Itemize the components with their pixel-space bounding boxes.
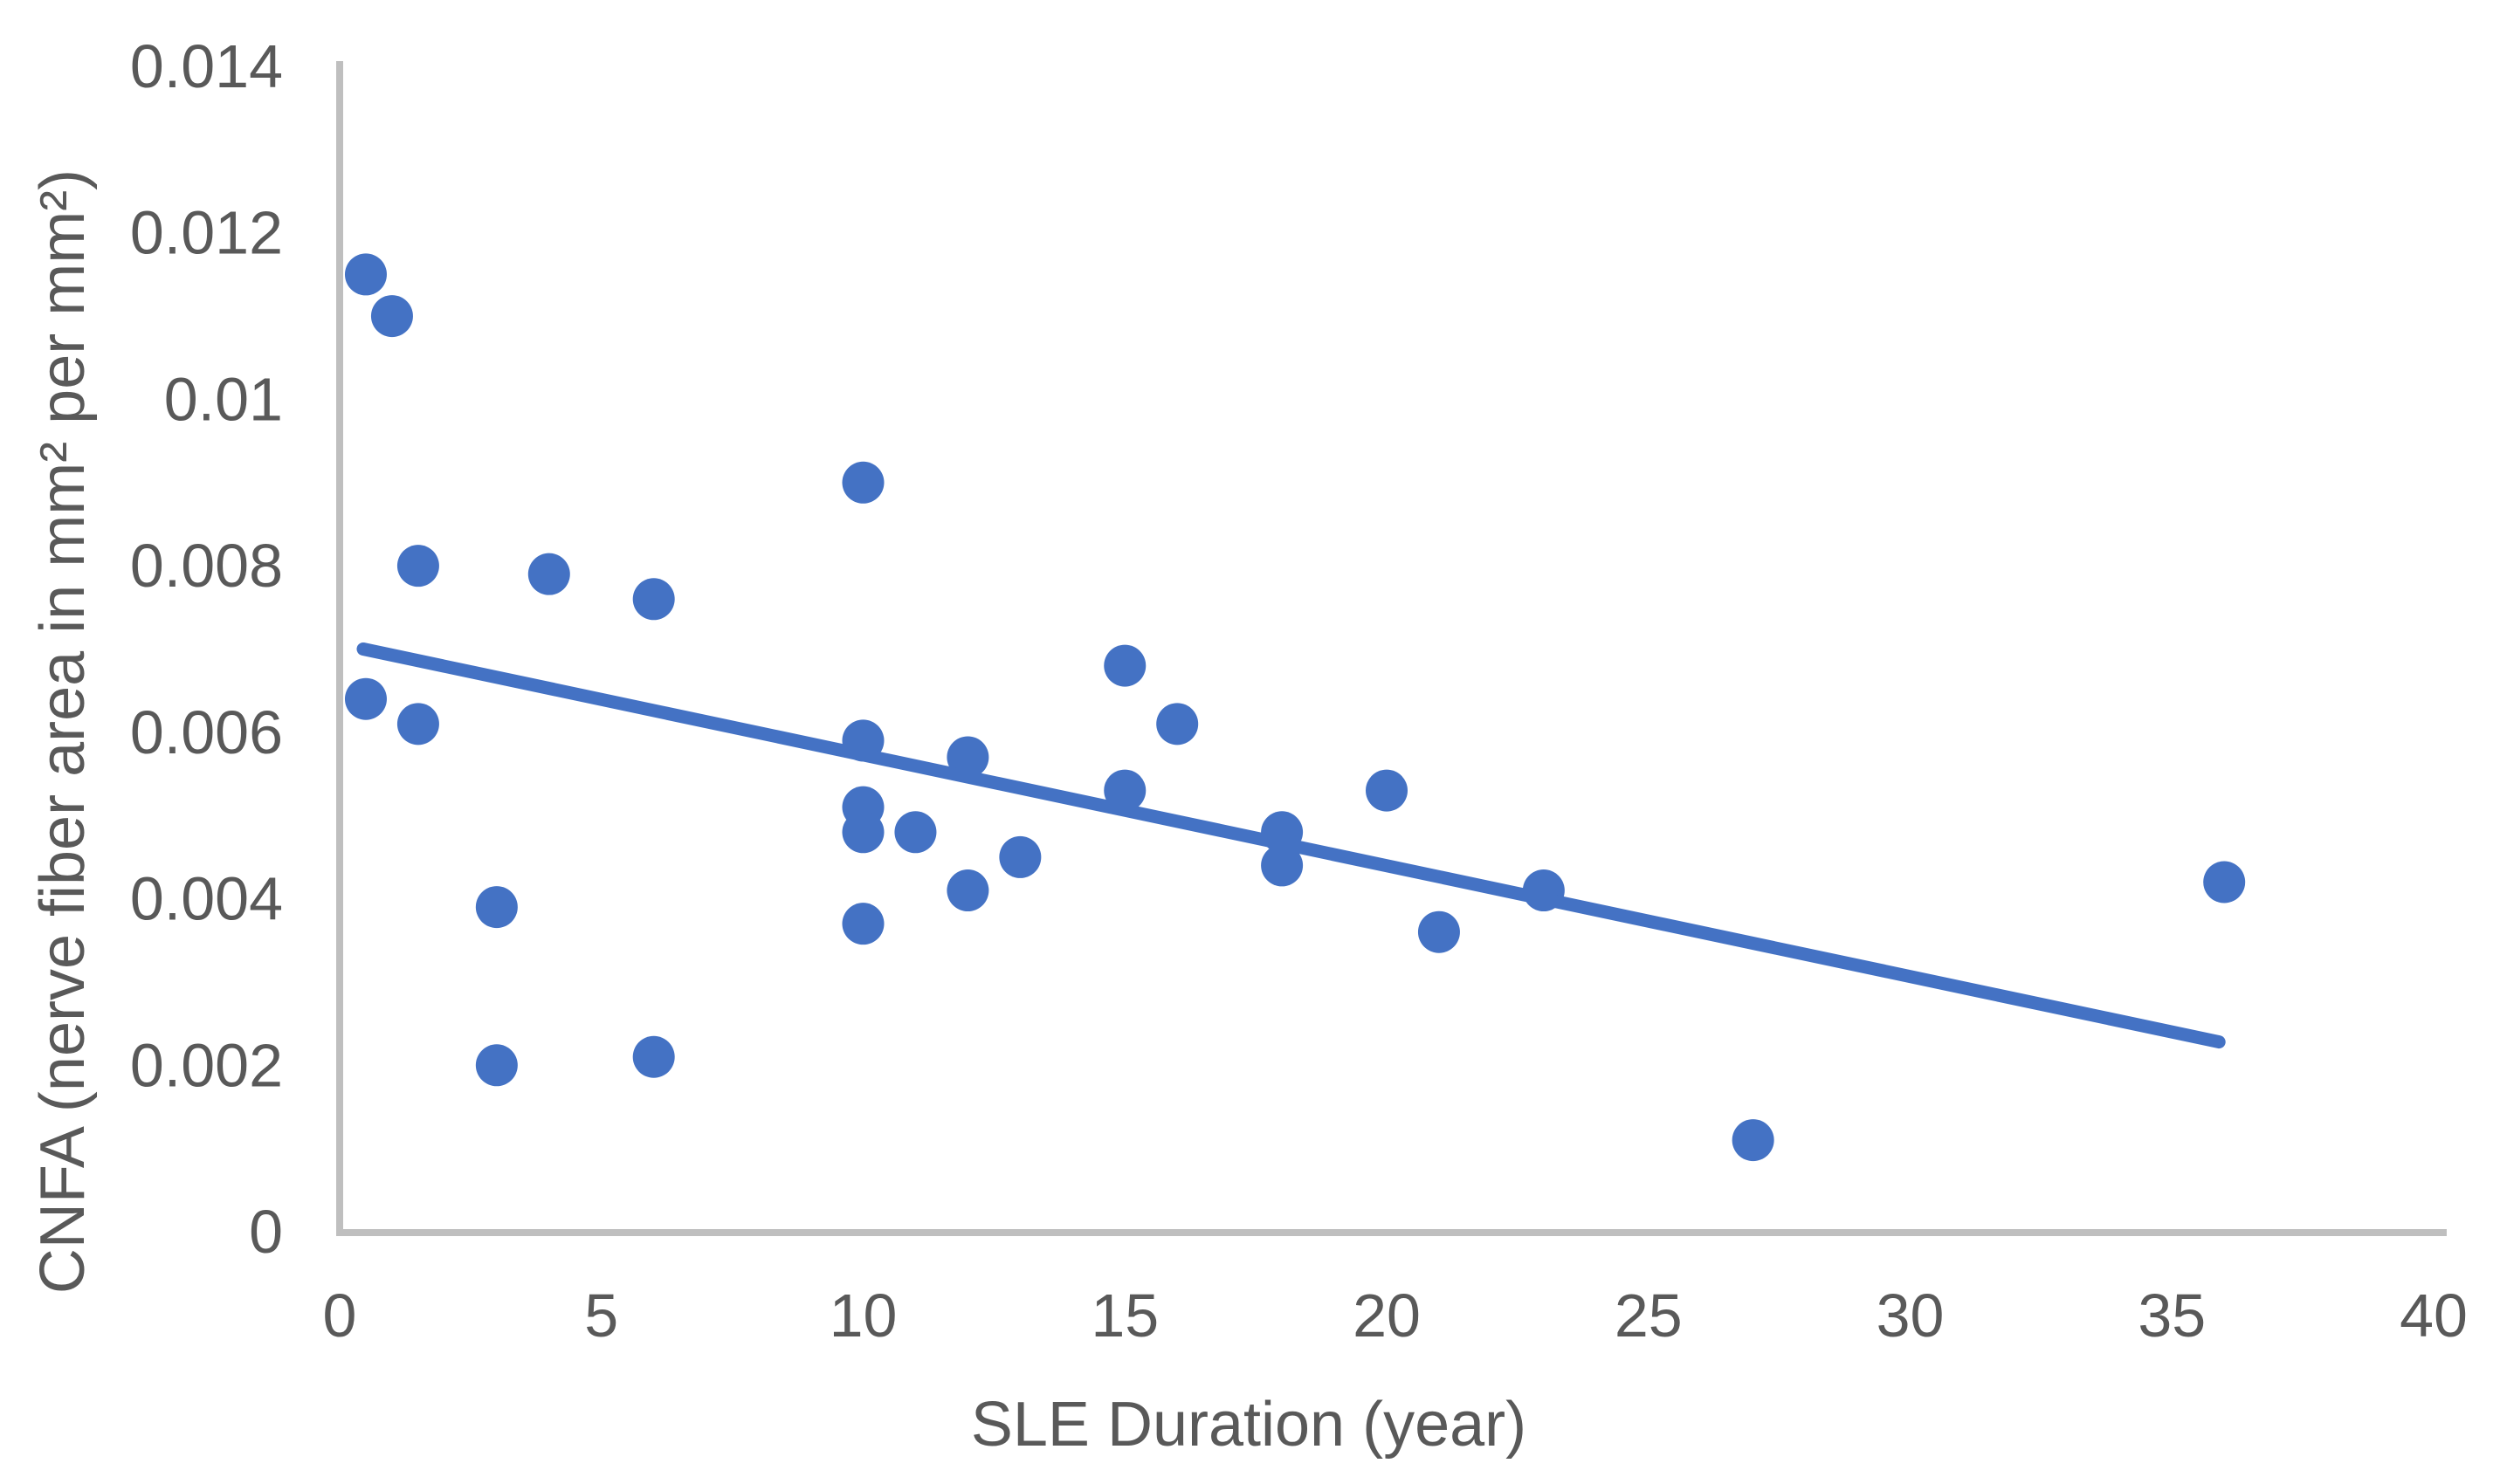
y-tick-label: 0.006	[130, 698, 283, 766]
x-tick-label: 40	[2400, 1281, 2468, 1350]
y-tick-label: 0.01	[164, 365, 283, 433]
data-point	[1732, 1119, 1774, 1162]
data-point	[1417, 910, 1460, 953]
x-axis-tick-labels: 0 5 10 15 20 25 30 35 40	[323, 1281, 2468, 1350]
data-point	[842, 811, 885, 854]
data-point	[894, 811, 937, 854]
y-axis-tick-labels: 0 0.002 0.004 0.006 0.008 0.01 0.012 0.014	[130, 32, 283, 1266]
data-point	[1261, 844, 1304, 887]
x-tick-label: 0	[323, 1281, 357, 1350]
y-axis-title: CNFA (nerve fiber area in mm² per mm²)	[28, 169, 98, 1294]
data-point	[947, 736, 989, 779]
data-point	[1104, 769, 1147, 812]
x-tick-label: 15	[1091, 1281, 1159, 1350]
y-tick-label: 0.012	[130, 199, 283, 267]
data-point	[1156, 703, 1199, 745]
data-point	[344, 677, 387, 720]
data-point	[344, 253, 387, 296]
x-tick-label: 25	[1615, 1281, 1683, 1350]
data-point	[527, 553, 570, 595]
y-tick-label: 0.008	[130, 532, 283, 600]
data-point	[1366, 769, 1408, 812]
data-point	[632, 578, 675, 621]
x-tick-label: 20	[1353, 1281, 1421, 1350]
x-axis-title: SLE Duration (year)	[971, 1390, 1526, 1460]
y-tick-label: 0.014	[130, 32, 283, 100]
data-point	[842, 903, 885, 945]
x-tick-label: 10	[830, 1281, 898, 1350]
scatter-points-layer	[344, 253, 2246, 1162]
data-point	[632, 1035, 675, 1078]
trendline	[356, 642, 2226, 1049]
data-point	[947, 869, 989, 912]
data-point	[396, 545, 439, 587]
data-point	[1104, 644, 1147, 687]
y-tick-label: 0.004	[130, 865, 283, 933]
x-tick-label: 5	[584, 1281, 618, 1350]
y-tick-label: 0.002	[130, 1031, 283, 1099]
x-tick-label: 30	[1877, 1281, 1945, 1350]
y-tick-label: 0	[249, 1198, 283, 1266]
data-point	[396, 703, 439, 745]
data-point	[370, 295, 413, 338]
x-tick-label: 35	[2138, 1281, 2206, 1350]
data-point	[2203, 861, 2246, 903]
data-point	[475, 886, 518, 929]
data-point	[475, 1044, 518, 1087]
data-point	[999, 835, 1042, 878]
data-point	[842, 461, 885, 504]
